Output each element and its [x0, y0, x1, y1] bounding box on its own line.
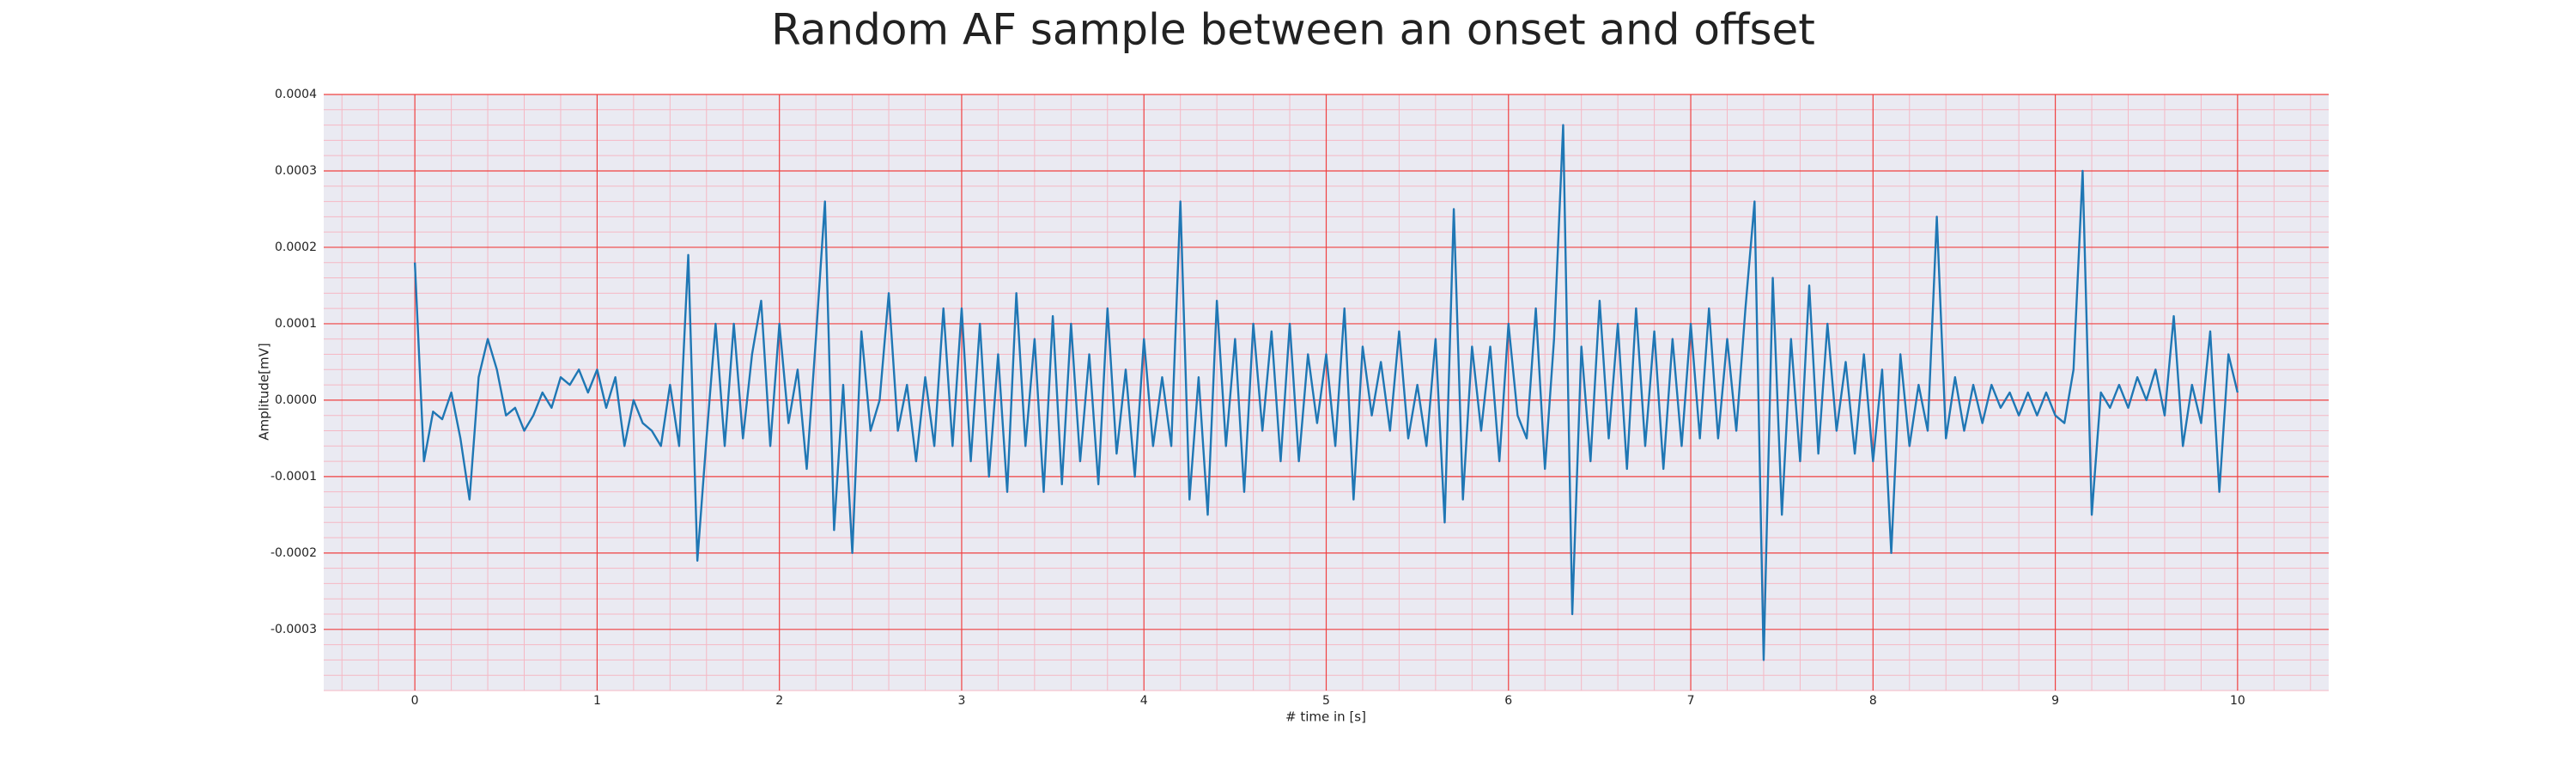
y-tick-label: 0.0003 — [275, 164, 317, 178]
x-tick-label: 6 — [1504, 694, 1512, 708]
y-tick-label: -0.0001 — [270, 470, 317, 484]
y-tick-label: 0.0000 — [275, 393, 317, 407]
x-tick-label: 3 — [957, 694, 965, 708]
x-axis-label: # time in [s] — [1285, 709, 1366, 725]
y-tick-label: -0.0003 — [270, 623, 317, 636]
x-tick-label: 2 — [775, 694, 783, 708]
line — [413, 124, 2239, 661]
x-tick-label: 10 — [2230, 694, 2245, 708]
x-tick-label: 7 — [1687, 694, 1695, 708]
x-tick-label: 8 — [1869, 694, 1877, 708]
x-tick-label: 4 — [1140, 694, 1148, 708]
x-tick-label: 9 — [2051, 694, 2059, 708]
x-tick-label: 0 — [411, 694, 419, 708]
y-axis-label: Amplitude[mV] — [257, 343, 272, 440]
y-tick-label: 0.0002 — [275, 240, 317, 254]
y-tick-label: 0.0001 — [275, 317, 317, 331]
chart-title: Random AF sample between an onset and of… — [771, 5, 1815, 55]
x-tick-label: 5 — [1322, 694, 1330, 708]
y-tick-label: -0.0002 — [270, 546, 317, 560]
y-tick-label: 0.0004 — [275, 88, 317, 101]
x-tick-label: 1 — [593, 694, 601, 708]
